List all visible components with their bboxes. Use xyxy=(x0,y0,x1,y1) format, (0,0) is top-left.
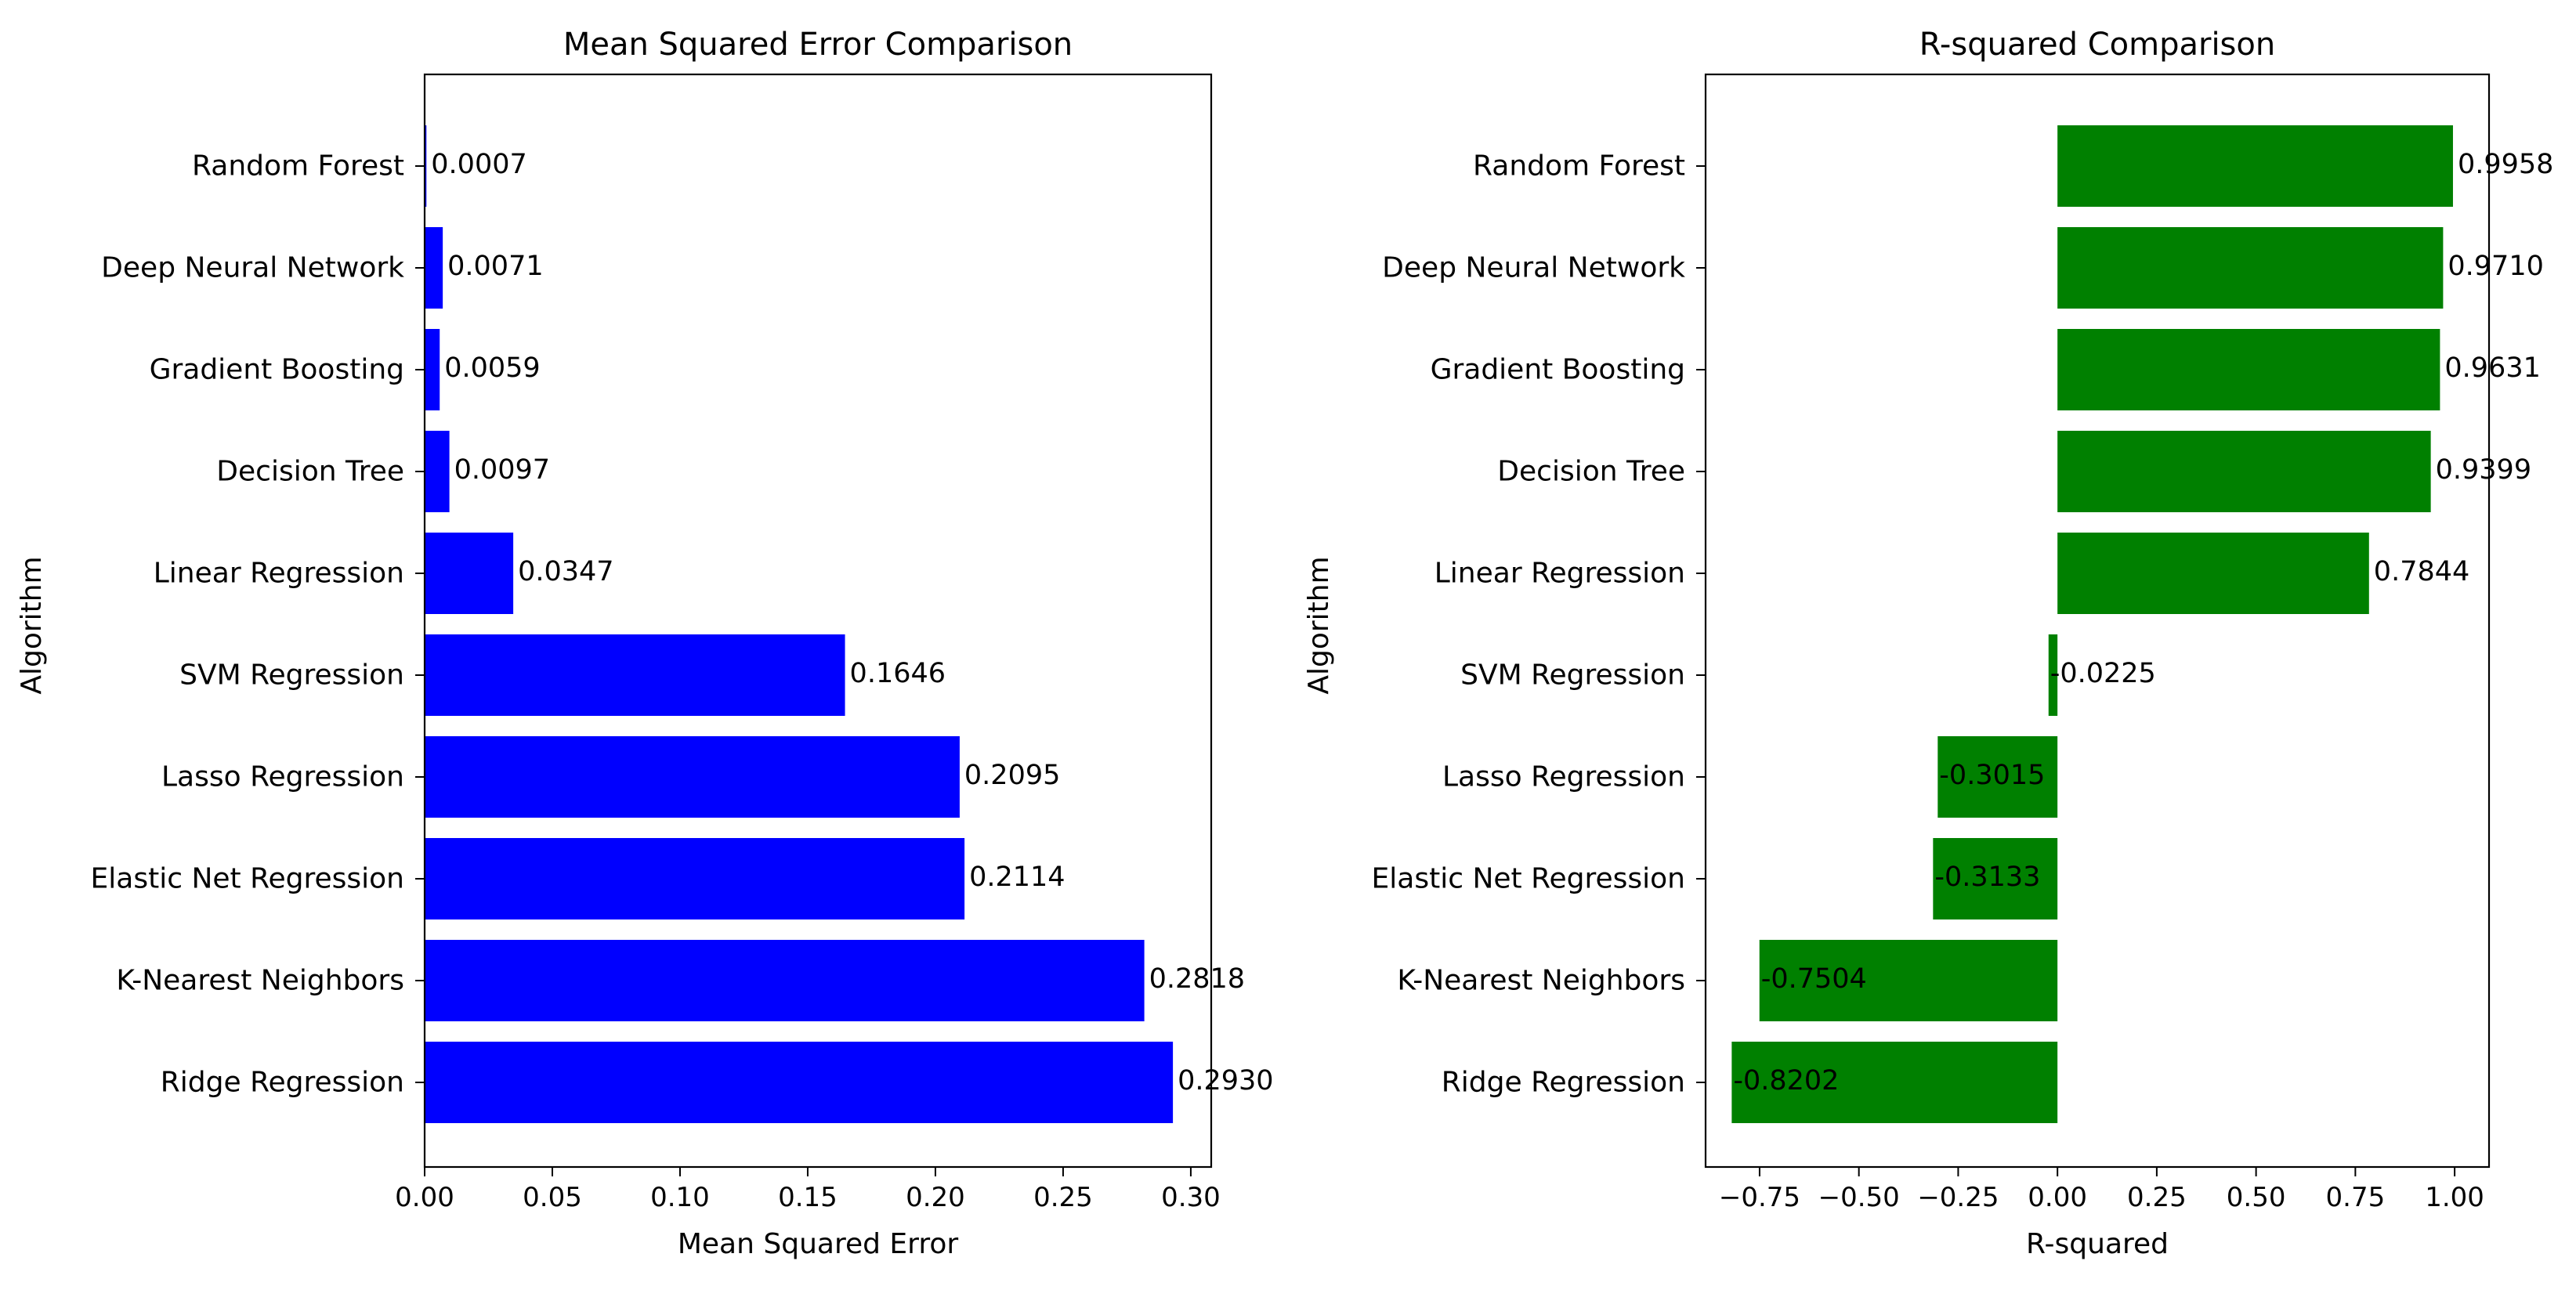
r-squared-xtick-label: −0.50 xyxy=(1818,1182,1900,1213)
r-squared-xtick-label: 0.25 xyxy=(2127,1182,2187,1213)
mse-xtick-label: 0.20 xyxy=(906,1182,965,1213)
mse-value-label: 0.2818 xyxy=(1149,963,1245,995)
r-squared-category-label: Lasso Regression xyxy=(1442,761,1685,793)
mse-bar-k-nearest-neighbors xyxy=(425,940,1145,1021)
r-squared-xtick-label: 0.00 xyxy=(2028,1182,2087,1213)
mse-category-label: K-Nearest Neighbors xyxy=(116,965,404,997)
r-squared-category-label: Gradient Boosting xyxy=(1431,354,1685,386)
r-squared-xtick-label: −0.25 xyxy=(1917,1182,1999,1213)
mse-value-label: 0.0059 xyxy=(444,352,540,384)
mse-value-label: 0.0347 xyxy=(518,556,613,587)
mse-bar-lasso-regression xyxy=(425,736,960,818)
mse-value-label: 0.2114 xyxy=(969,862,1065,893)
mse-xtick-label: 0.15 xyxy=(778,1182,838,1213)
r-squared-y-axis-label: Algorithm xyxy=(1303,556,1335,694)
r-squared-x-axis-label: R-squared xyxy=(2026,1228,2169,1260)
r-squared-category-label: K-Nearest Neighbors xyxy=(1397,965,1685,997)
r-squared-value-label: -0.0225 xyxy=(2050,658,2156,689)
r-squared-category-label: Decision Tree xyxy=(1497,456,1685,488)
r-squared-chart-title: R-squared Comparison xyxy=(1919,27,2275,63)
r-squared-bar-linear-regression xyxy=(2057,533,2369,614)
mse-category-label: Gradient Boosting xyxy=(150,354,404,386)
r-squared-category-label: Ridge Regression xyxy=(1442,1067,1685,1099)
mse-bar-decision-tree xyxy=(425,431,450,512)
mse-category-label: SVM Regression xyxy=(179,659,404,692)
r-squared-bar-gradient-boosting xyxy=(2057,329,2440,410)
r-squared-bar-decision-tree xyxy=(2057,431,2431,512)
r-squared-category-label: SVM Regression xyxy=(1460,659,1685,692)
mse-value-label: 0.0097 xyxy=(454,454,550,486)
r-squared-category-label: Random Forest xyxy=(1473,150,1685,182)
r-squared-bar-deep-neural-network xyxy=(2057,227,2444,309)
mse-value-label: 0.0071 xyxy=(447,251,543,282)
r-squared-value-label: 0.9399 xyxy=(2436,454,2531,486)
mse-bar-linear-regression xyxy=(425,533,514,614)
mse-category-label: Linear Regression xyxy=(154,558,404,590)
r-squared-value-label: -0.3015 xyxy=(1939,760,2045,791)
r-squared-bar-random-forest xyxy=(2057,125,2453,207)
mse-category-label: Random Forest xyxy=(192,150,404,182)
mse-value-label: 0.0007 xyxy=(431,149,526,180)
mse-axes-frame xyxy=(423,73,1213,1169)
r-squared-xtick-label: 0.50 xyxy=(2227,1182,2286,1213)
mse-xtick-label: 0.05 xyxy=(523,1182,582,1213)
r-squared-value-label: -0.3133 xyxy=(1934,862,2040,893)
mse-value-label: 0.2930 xyxy=(1178,1065,1273,1096)
mse-x-axis-label: Mean Squared Error xyxy=(678,1228,959,1260)
mse-bar-svm-regression xyxy=(425,634,845,716)
mse-y-axis-label: Algorithm xyxy=(16,556,48,694)
r-squared-bar-elastic-net-regression xyxy=(1933,838,2058,919)
r-squared-category-label: Deep Neural Network xyxy=(1382,252,1685,284)
r-squared-xtick-label: −0.75 xyxy=(1719,1182,1800,1213)
mse-bar-gradient-boosting xyxy=(425,329,440,410)
r-squared-value-label: 0.7844 xyxy=(2374,556,2469,587)
r-squared-value-label: -0.8202 xyxy=(1733,1065,1839,1096)
mse-category-label: Lasso Regression xyxy=(161,761,404,793)
r-squared-bar-lasso-regression xyxy=(1937,736,2058,818)
mse-bar-elastic-net-regression xyxy=(425,838,965,919)
r-squared-value-label: 0.9958 xyxy=(2458,149,2553,180)
r-squared-category-label: Elastic Net Regression xyxy=(1372,863,1685,895)
mse-xtick-label: 0.00 xyxy=(395,1182,454,1213)
mse-bar-ridge-regression xyxy=(425,1042,1174,1123)
mse-value-label: 0.2095 xyxy=(964,760,1060,791)
r-squared-xtick-label: 1.00 xyxy=(2425,1182,2484,1213)
mse-category-label: Decision Tree xyxy=(216,456,404,488)
r-squared-bar-k-nearest-neighbors xyxy=(1759,940,2058,1021)
r-squared-value-label: 0.9631 xyxy=(2444,352,2540,384)
r-squared-bar-ridge-regression xyxy=(1731,1042,2058,1123)
r-squared-category-label: Linear Regression xyxy=(1435,558,1685,590)
r-squared-xtick-label: 0.75 xyxy=(2326,1182,2386,1213)
mse-panel: Random Forest Deep Neural Network Gradient… xyxy=(16,27,1274,1260)
mse-xtick-label: 0.30 xyxy=(1161,1182,1221,1213)
mse-bar-deep-neural-network xyxy=(425,227,443,309)
r-squared-bar-svm-regression xyxy=(2048,634,2058,716)
mse-xtick-label: 0.10 xyxy=(650,1182,710,1213)
mse-chart-title: Mean Squared Error Comparison xyxy=(563,27,1073,63)
mse-category-label: Ridge Regression xyxy=(161,1067,404,1099)
r-squared-panel: Random Forest Deep Neural Network Gradient… xyxy=(1303,27,2553,1260)
mse-value-label: 0.1646 xyxy=(850,658,946,689)
mse-xtick-label: 0.25 xyxy=(1033,1182,1093,1213)
mse-bar-random-forest xyxy=(425,125,427,207)
mse-category-label: Elastic Net Regression xyxy=(91,863,404,895)
r-squared-value-label: -0.7504 xyxy=(1761,963,1867,995)
r-squared-value-label: 0.9710 xyxy=(2448,251,2543,282)
mse-category-label: Deep Neural Network xyxy=(101,252,404,284)
r-squared-axes-frame xyxy=(1704,73,2491,1169)
